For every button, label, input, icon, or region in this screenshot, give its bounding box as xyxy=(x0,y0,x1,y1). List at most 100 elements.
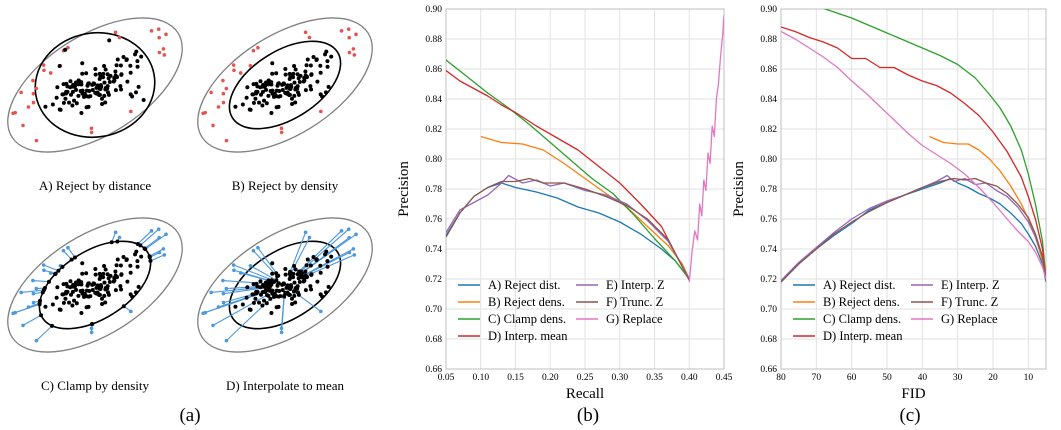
legend-label: D) Interp. mean xyxy=(488,329,568,343)
inlier-point xyxy=(113,269,118,274)
inlier-point xyxy=(61,82,66,87)
inlier-point xyxy=(253,296,258,301)
inlier-point xyxy=(135,264,140,269)
inlier-point xyxy=(64,89,69,94)
outlier-point xyxy=(129,309,133,314)
inlier-point xyxy=(141,97,146,102)
projection-line xyxy=(250,265,277,281)
projection-line xyxy=(22,314,42,326)
inlier-point xyxy=(277,289,282,294)
outlier-point xyxy=(352,253,357,257)
inlier-point xyxy=(270,271,275,276)
outlier-point xyxy=(34,286,39,291)
inlier-point xyxy=(283,72,288,77)
inlier-point xyxy=(90,288,95,293)
rejected-point xyxy=(347,35,351,40)
inlier-point xyxy=(283,67,288,72)
projection-line xyxy=(222,280,270,285)
inlier-point xyxy=(93,72,98,77)
inlier-point xyxy=(233,304,238,309)
inlier-point xyxy=(325,259,330,264)
inlier-point xyxy=(305,57,310,62)
inlier-point xyxy=(112,75,117,80)
inlier-point xyxy=(309,72,314,77)
inlier-point xyxy=(74,287,79,292)
inlier-point xyxy=(318,63,323,68)
inlier-point xyxy=(76,78,81,83)
rejected-point xyxy=(303,30,308,35)
outlier-point xyxy=(351,247,356,251)
inlier-point xyxy=(43,304,48,309)
outlier-point xyxy=(248,263,253,268)
rejected-point xyxy=(42,68,46,73)
projected-point xyxy=(109,240,114,245)
outlier-point xyxy=(224,338,229,343)
inlier-point xyxy=(108,273,113,278)
rejected-point xyxy=(117,35,122,40)
projected-point xyxy=(53,272,58,277)
inlier-point xyxy=(84,105,89,110)
x-tick-label: 50 xyxy=(882,373,892,383)
rejected-point xyxy=(346,27,351,32)
inlier-point xyxy=(115,257,120,262)
inlier-point xyxy=(118,84,123,89)
inlier-point xyxy=(61,292,66,297)
outlier-point xyxy=(201,311,205,316)
inlier-point xyxy=(291,271,296,276)
inlier-point xyxy=(136,284,141,289)
projection-line xyxy=(21,289,44,293)
series-line-a xyxy=(781,177,1046,283)
inlier-point xyxy=(125,79,130,84)
inlier-point xyxy=(260,103,265,108)
projection-line xyxy=(280,295,285,329)
rejected-point xyxy=(162,53,167,57)
x-tick-label: 0.25 xyxy=(577,373,594,383)
y-tick-label: 0.68 xyxy=(760,335,777,345)
outlier-point xyxy=(42,268,46,273)
inlier-point xyxy=(55,285,60,290)
inlier-point xyxy=(292,264,297,269)
subpanel-caption: B) Reject by density xyxy=(232,178,339,193)
inlier-point xyxy=(119,72,124,77)
outlier-point xyxy=(256,245,260,250)
inlier-point xyxy=(276,81,281,86)
y-axis-label: Precision xyxy=(731,161,747,217)
inlier-point xyxy=(99,296,104,301)
x-tick-label: 0.10 xyxy=(472,373,489,383)
inlier-point xyxy=(118,284,123,289)
inlier-point xyxy=(287,277,292,282)
rejected-point xyxy=(19,90,23,95)
inner-ellipse xyxy=(34,31,156,139)
y-tick-label: 0.88 xyxy=(425,35,442,45)
inlier-point xyxy=(320,94,325,99)
x-tick-label: 0.45 xyxy=(716,373,733,383)
outlier-point xyxy=(221,278,225,283)
rejected-point xyxy=(279,130,284,135)
y-tick-label: 0.86 xyxy=(760,65,777,75)
rejected-point xyxy=(231,63,236,67)
inlier-point xyxy=(293,85,298,90)
outer-ellipse xyxy=(197,17,373,153)
inlier-point xyxy=(97,277,102,282)
inlier-point xyxy=(290,101,295,106)
inlier-point xyxy=(326,284,331,289)
outlier-point xyxy=(279,326,284,331)
inlier-point xyxy=(257,300,262,305)
x-tick-label: 70 xyxy=(812,373,822,383)
outlier-point xyxy=(89,326,94,331)
inlier-point xyxy=(293,267,298,272)
rejected-point xyxy=(221,100,226,105)
inlier-point xyxy=(257,100,262,105)
inlier-point xyxy=(103,300,108,305)
projection-line xyxy=(32,280,50,283)
y-tick-label: 0.68 xyxy=(425,335,442,345)
rejected-point xyxy=(351,47,356,51)
outlier-point xyxy=(303,230,308,235)
projected-point xyxy=(50,323,55,328)
x-tick-label: 40 xyxy=(918,373,928,383)
inlier-point xyxy=(128,263,133,268)
rejected-point xyxy=(238,71,243,75)
inlier-point xyxy=(253,96,258,101)
inlier-point xyxy=(277,89,282,94)
inlier-point xyxy=(297,280,302,285)
